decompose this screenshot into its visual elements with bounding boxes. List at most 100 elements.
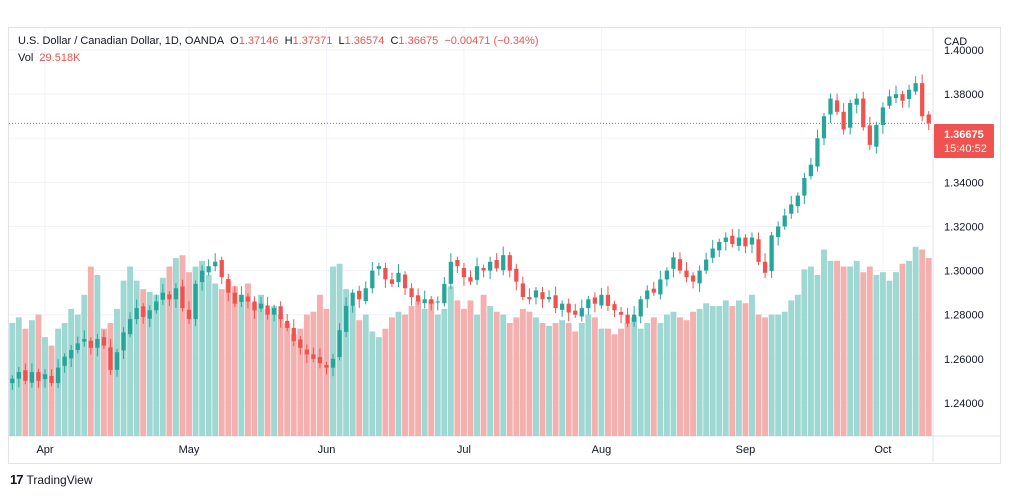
volume-bar (526, 311, 533, 436)
volume-bar (68, 308, 75, 436)
candle-body (219, 260, 224, 278)
candle-body (311, 354, 316, 359)
candle-body (278, 306, 283, 320)
volume-bar (729, 306, 736, 436)
volume-bar (356, 320, 363, 436)
tradingview-logo-icon: 17 (10, 472, 24, 487)
volume-bar (434, 314, 441, 436)
volume-bar (199, 260, 206, 436)
candle-body (710, 248, 715, 258)
candle-body (396, 272, 401, 283)
volume-bar (893, 272, 899, 436)
candle-body (605, 294, 611, 306)
volume-bar (644, 323, 651, 436)
candle-body (520, 283, 525, 298)
candle-body (533, 290, 539, 298)
volume-bar (375, 337, 382, 436)
volume-bar (847, 266, 854, 436)
volume-bar (513, 317, 520, 436)
volume-bar (827, 260, 834, 436)
volume-bar (572, 331, 579, 436)
volume-bar (441, 308, 448, 436)
candle-body (926, 114, 931, 124)
volume-bar (834, 260, 841, 436)
candle-body (101, 337, 107, 346)
candle-body (494, 260, 499, 269)
candle-body (651, 288, 656, 293)
volume-bar (218, 289, 225, 436)
close-value: 1.36675 (398, 35, 439, 47)
low-value: 1.36574 (344, 35, 385, 47)
tradingview-brand[interactable]: 17 TradingView (10, 472, 93, 487)
volume-bar (61, 323, 68, 436)
volume-bar (244, 283, 251, 436)
volume-bar (166, 266, 173, 436)
symbol-legend[interactable]: U.S. Dollar / Canadian Dollar, 1D, OANDA… (18, 35, 539, 47)
volume-bar (133, 280, 140, 436)
price-tick-label: 1.26000 (944, 354, 984, 366)
volume-bar (794, 294, 801, 436)
last-price-value: 1.36675 (944, 129, 984, 141)
candle-body (160, 292, 165, 300)
volume-bar (559, 320, 566, 436)
volume-bar (231, 286, 238, 436)
bar-countdown: 15:40:52 (944, 143, 987, 155)
volume-bar (696, 308, 703, 436)
volume-bar (899, 263, 906, 436)
candle-body (82, 338, 87, 342)
volume-bar (853, 260, 860, 436)
volume-bar (277, 314, 284, 436)
candle-body (880, 107, 886, 126)
candle-body (474, 266, 480, 280)
candle-body (199, 270, 205, 283)
candle-body (848, 102, 853, 128)
candle-body (625, 314, 630, 324)
candle-body (566, 303, 571, 313)
volume-bar (140, 289, 147, 436)
volume-bar (290, 334, 297, 436)
volume-bar (873, 274, 880, 436)
volume-bar (284, 323, 291, 436)
volume-bar (906, 260, 913, 436)
candle-body (167, 294, 172, 300)
volume-bar (605, 328, 611, 436)
volume-bar (860, 272, 867, 436)
candle-body (239, 294, 244, 302)
candle-body (690, 275, 696, 282)
high-value: 1.37371 (292, 35, 333, 47)
volume-bar (395, 311, 402, 436)
time-axis[interactable]: Apr May Jun Jul Aug Sep Oct (36, 444, 891, 456)
brand-name: TradingView (26, 472, 93, 487)
volume-legend[interactable]: Vol 29.518K (18, 52, 80, 64)
volume-bar (474, 314, 480, 436)
volume-bar (146, 291, 153, 436)
time-tick-label: Jul (457, 444, 471, 456)
candle-body (23, 370, 28, 381)
volume-bar (775, 314, 782, 436)
candle-body (383, 267, 388, 280)
candle-body (258, 303, 264, 309)
volume-bar (690, 311, 697, 436)
candle-body (298, 339, 303, 348)
candle-body (422, 299, 427, 304)
volume-bar (127, 266, 134, 436)
volume-bar (428, 300, 435, 436)
volume-bar (788, 300, 795, 436)
volume-bar (749, 294, 755, 436)
candle-body (317, 357, 323, 364)
candle-body (815, 138, 820, 167)
candle-body (337, 330, 342, 358)
candle-body (789, 204, 794, 214)
price-axis[interactable]: 1.400001.380001.360001.340001.320001.300… (944, 45, 984, 410)
candle-body (677, 259, 683, 271)
volume-bar (48, 345, 55, 436)
volume-bar (186, 272, 192, 436)
volume-bar (461, 308, 467, 436)
candle-body (854, 98, 859, 105)
volume-bar (886, 280, 893, 436)
volume-bar (107, 323, 114, 436)
volume-bar (330, 266, 336, 436)
candle-body (684, 270, 689, 278)
volume-bar (762, 317, 769, 436)
